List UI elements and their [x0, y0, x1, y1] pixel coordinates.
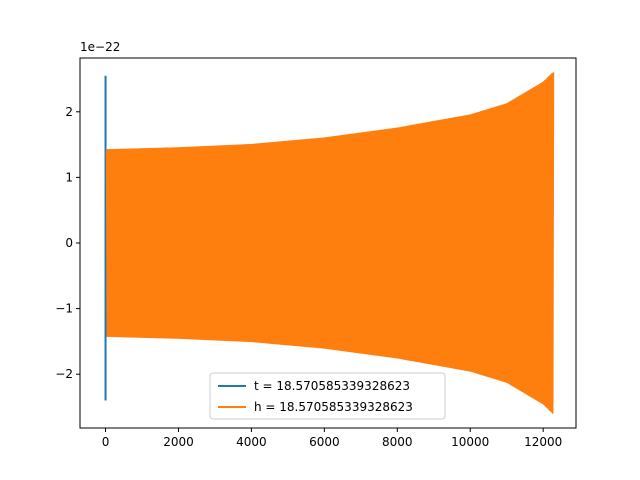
x-tick-label: 8000 — [382, 435, 413, 449]
series-2 — [105, 72, 555, 414]
x-tick-label: 12000 — [524, 435, 562, 449]
x-tick-label: 4000 — [236, 435, 267, 449]
legend: t = 18.570585339328623 h = 18.57058533932… — [209, 372, 446, 420]
ticks-layer: 0 2000 4000 6000 8000 10000 12000 −2 −1 0 1 2 — [55, 105, 562, 449]
y-tick-label: 0 — [65, 236, 73, 250]
legend-box — [209, 372, 446, 420]
y-offset-label: 1e−22 — [80, 40, 120, 54]
y-tick-label: −2 — [55, 367, 73, 381]
y-tick-label: 2 — [65, 105, 73, 119]
legend-label: h = 18.570585339328623 — [254, 400, 413, 414]
legend-label: t = 18.570585339328623 — [254, 379, 410, 393]
x-tick-label: 0 — [102, 435, 110, 449]
series-layer — [104, 72, 555, 414]
y-tick-label: 1 — [65, 170, 73, 184]
x-tick-label: 6000 — [309, 435, 340, 449]
x-tick-label: 2000 — [163, 435, 194, 449]
series-2-line — [105, 72, 555, 414]
y-tick-label: −1 — [55, 302, 73, 316]
x-tick-label: 10000 — [451, 435, 489, 449]
